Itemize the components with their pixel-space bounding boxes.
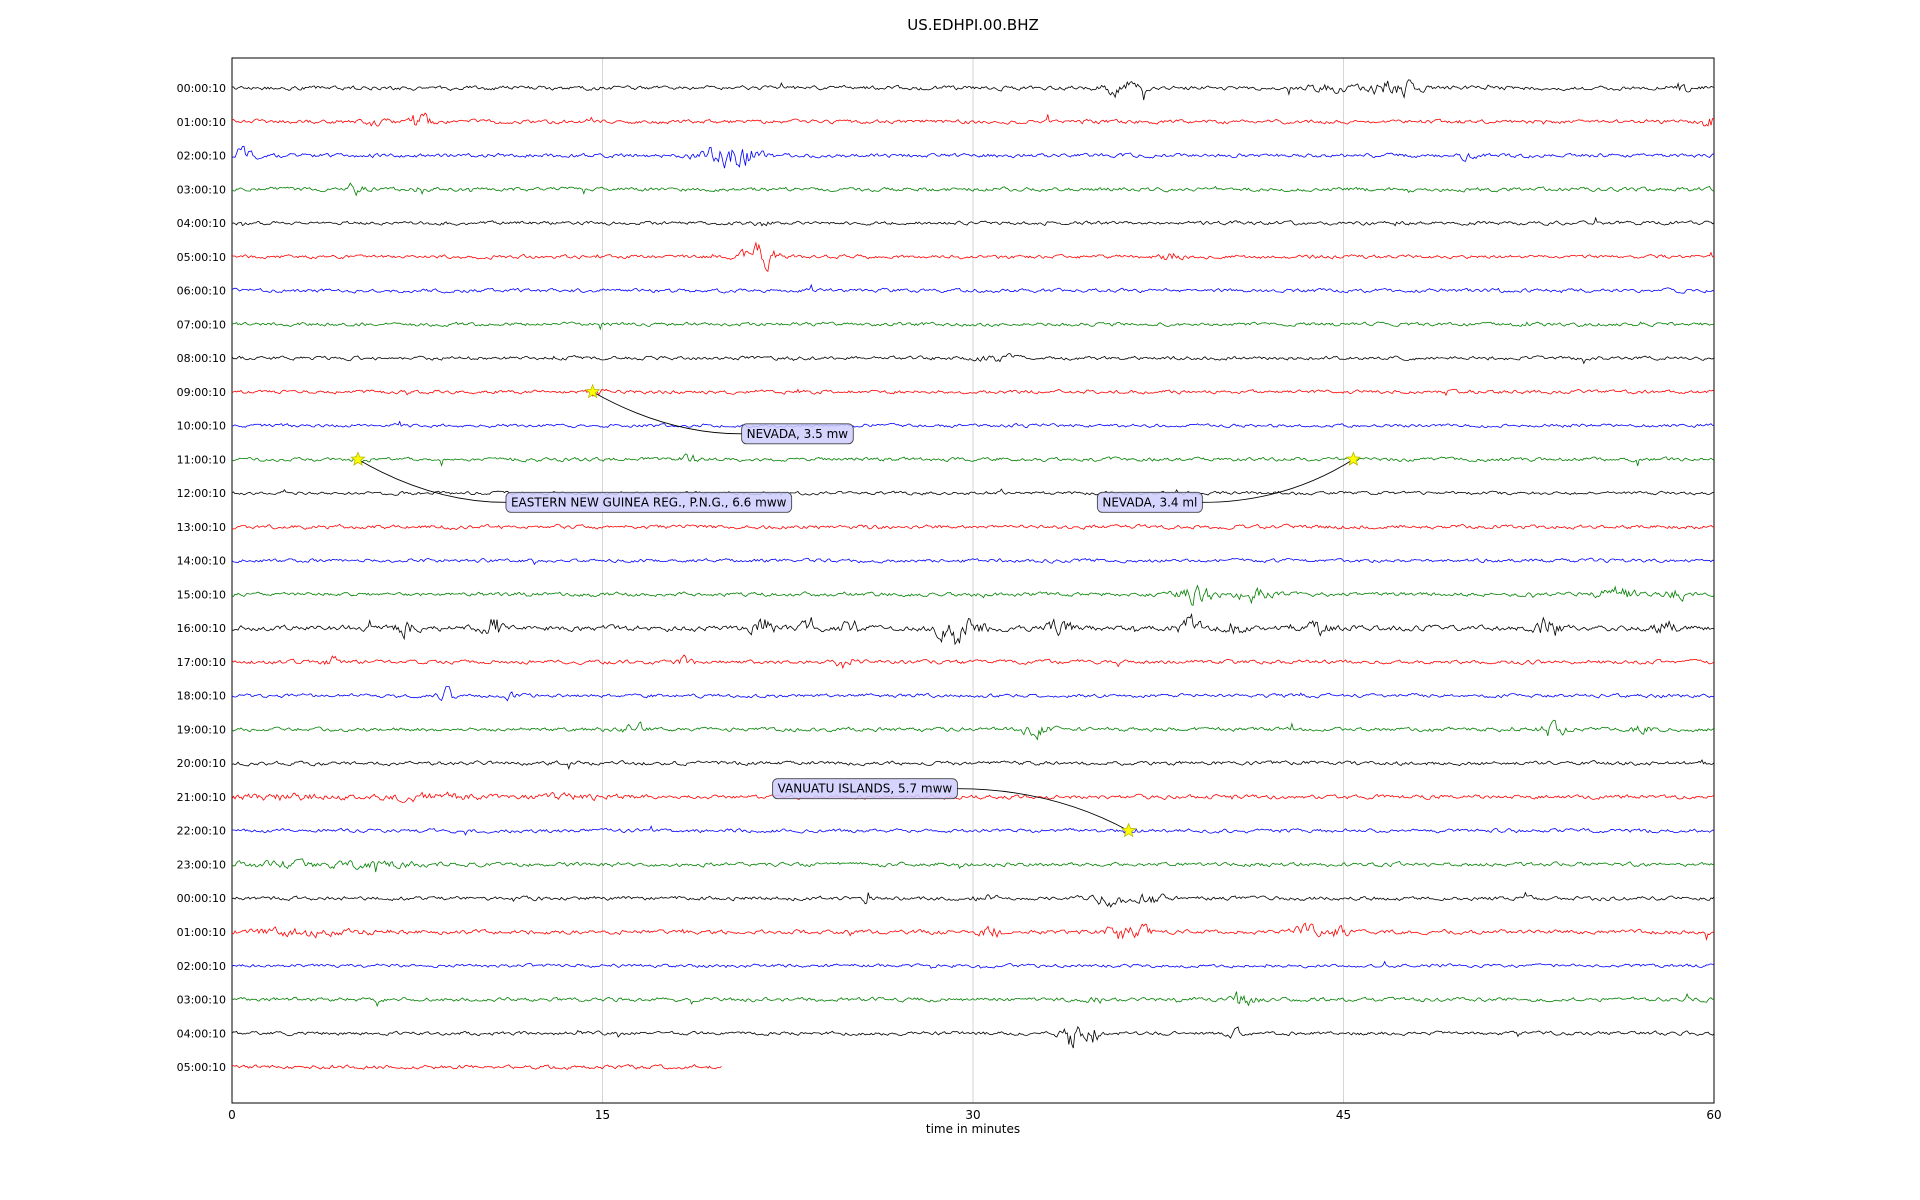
trace-row [232, 960, 1714, 969]
event-label: VANUATU ISLANDS, 5.7 mww [778, 782, 953, 796]
trace-row [232, 488, 1714, 496]
row-label: 00:00:10 [177, 892, 226, 905]
trace-row [232, 1064, 722, 1071]
trace-row [232, 759, 1714, 771]
row-label: 21:00:10 [177, 791, 226, 804]
row-label: 03:00:10 [177, 994, 226, 1007]
trace-row [232, 922, 1714, 941]
row-label: 07:00:10 [177, 318, 226, 331]
row-label: 22:00:10 [177, 825, 226, 838]
row-label: 05:00:10 [177, 251, 226, 264]
trace-row [232, 557, 1714, 566]
row-label: 01:00:10 [177, 116, 226, 129]
trace-row [232, 791, 1714, 803]
trace-row [232, 353, 1714, 365]
trace-row [232, 79, 1714, 101]
row-label: 15:00:10 [177, 588, 226, 601]
row-label: 23:00:10 [177, 858, 226, 871]
row-label: 10:00:10 [177, 420, 226, 433]
row-label: 18:00:10 [177, 690, 226, 703]
event-label: EASTERN NEW GUINEA REG., P.N.G., 6.6 mww [511, 495, 787, 509]
row-label: 20:00:10 [177, 757, 226, 770]
row-label: 04:00:10 [177, 217, 226, 230]
trace-row [232, 891, 1714, 908]
x-tick-label: 0 [228, 1108, 236, 1122]
trace-row [232, 388, 1714, 397]
trace-row [232, 825, 1714, 836]
x-tick-label: 15 [595, 1108, 610, 1122]
event-label: NEVADA, 3.5 mw [747, 427, 849, 441]
chart-title: US.EDHPI.00.BHZ [907, 16, 1039, 34]
row-label: 03:00:10 [177, 183, 226, 196]
event-star-icon [1345, 451, 1362, 466]
trace-row [232, 182, 1714, 197]
row-label: 09:00:10 [177, 386, 226, 399]
event-annotation: VANUATU ISLANDS, 5.7 mww [772, 778, 1137, 838]
event-arrow [957, 788, 1129, 832]
trace-row [232, 145, 1714, 169]
trace-row [232, 654, 1714, 670]
trace-row [232, 858, 1714, 873]
row-label: 14:00:10 [177, 555, 226, 568]
row-label: 02:00:10 [177, 960, 226, 973]
event-arrow [357, 458, 506, 503]
plot-frame [231, 57, 1715, 1104]
trace-row [232, 523, 1714, 531]
event-label: NEVADA, 3.4 ml [1102, 495, 1197, 509]
x-axis-label: time in minutes [925, 1122, 1021, 1136]
event-annotation: NEVADA, 3.4 ml [1096, 451, 1362, 513]
traces-group [232, 79, 1714, 1071]
row-label: 12:00:10 [177, 487, 226, 500]
trace-row [232, 584, 1714, 607]
row-label: 11:00:10 [177, 453, 226, 466]
trace-row [232, 216, 1714, 227]
trace-row [232, 112, 1714, 127]
row-label: 04:00:10 [177, 1027, 226, 1040]
event-annotation: EASTERN NEW GUINEA REG., P.N.G., 6.6 mww [350, 451, 793, 513]
trace-row [232, 719, 1714, 741]
trace-row [232, 1026, 1714, 1049]
row-label: 17:00:10 [177, 656, 226, 669]
row-label: 16:00:10 [177, 622, 226, 635]
event-star-icon [1120, 822, 1137, 838]
trace-row [232, 612, 1714, 646]
event-star-icon [584, 383, 601, 399]
trace-row [232, 283, 1714, 294]
trace-row [232, 453, 1714, 467]
trace-row [232, 321, 1714, 331]
trace-row [232, 991, 1714, 1008]
row-label: 05:00:10 [177, 1061, 226, 1074]
row-label: 13:00:10 [177, 521, 226, 534]
event-annotation: NEVADA, 3.5 mw [584, 383, 854, 445]
row-label: 02:00:10 [177, 150, 226, 163]
row-label: 08:00:10 [177, 352, 226, 365]
event-arrow [592, 391, 742, 435]
x-tick-label: 60 [1706, 1108, 1721, 1122]
event-star-icon [350, 451, 366, 466]
row-label: 01:00:10 [177, 926, 226, 939]
row-label: 00:00:10 [177, 82, 226, 95]
trace-row [232, 241, 1714, 273]
event-arrow [1202, 458, 1354, 503]
row-label: 19:00:10 [177, 723, 226, 736]
row-label: 06:00:10 [177, 285, 226, 298]
trace-row [232, 420, 1714, 429]
x-tick-label: 30 [965, 1108, 980, 1122]
trace-row [232, 686, 1714, 702]
x-tick-label: 45 [1336, 1108, 1351, 1122]
